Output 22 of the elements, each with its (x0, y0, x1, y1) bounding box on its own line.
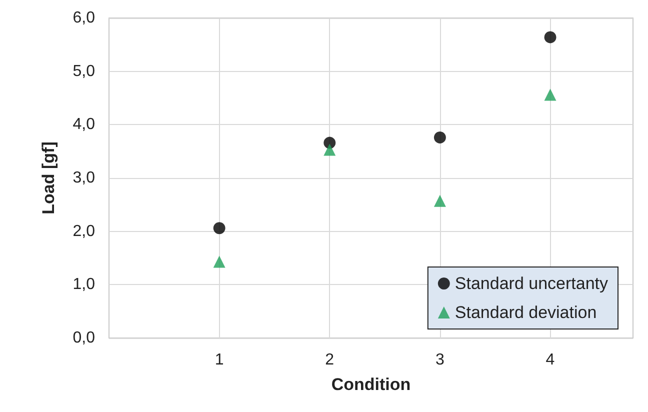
y-tick-label: 1,0 (72, 276, 96, 294)
y-tick-label: 6,0 (72, 10, 96, 26)
point (213, 256, 226, 268)
legend-label: Standard uncertanty (454, 274, 608, 293)
point (434, 194, 446, 207)
x-tick-label: 1 (214, 352, 224, 368)
point (544, 88, 556, 101)
x-tick-label: 4 (546, 352, 555, 368)
y-tick-label: 3,0 (72, 170, 96, 186)
x-tick-label: 2 (325, 352, 334, 368)
point (544, 31, 556, 44)
legend-label: Standard deviation (454, 303, 597, 322)
point (434, 131, 446, 144)
y-axis-title: Load [gf] (39, 142, 58, 214)
y-tick-label: 4,0 (72, 116, 96, 134)
point (324, 144, 336, 156)
y-tick-label: 2,0 (72, 222, 96, 240)
y-tick-label: 0,0 (72, 330, 96, 346)
point (213, 222, 226, 234)
x-tick-label: 3 (435, 352, 444, 368)
y-tick-label: 5,0 (72, 62, 96, 80)
x-axis-title: Condition (331, 375, 411, 394)
